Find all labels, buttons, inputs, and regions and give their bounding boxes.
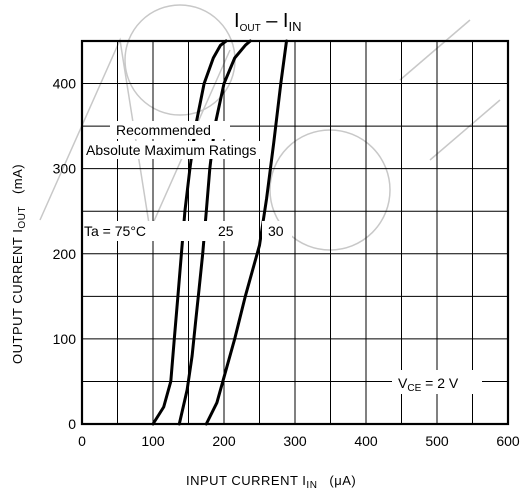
x-tick-label: 600 [496,433,520,449]
amr-label: Absolute Maximum Ratings [86,142,256,158]
series-line-3 [204,39,288,426]
y-tick-label: 100 [53,331,77,347]
x-tick-label: 300 [283,433,307,449]
x-tick-label: 200 [212,433,236,449]
vce-condition-label: VCE = 2 V [398,375,459,394]
x-tick-labels: 0 100 200 300 400 500 600 [78,433,520,449]
series-line-1 [151,39,228,426]
chart-title: IOUT – IIN [234,10,301,34]
x-tick-label: 500 [425,433,449,449]
y-tick-labels: 0 100 200 300 400 [53,76,77,432]
y-axis-label: OUTPUT CURRENT IOUT(mA) [10,164,28,364]
x-tick-label: 0 [78,433,86,449]
x-tick-label: 100 [141,433,165,449]
ta-30-label: 30 [268,223,284,239]
series-line-2 [177,39,252,426]
y-tick-label: 400 [53,76,77,92]
y-tick-label: 0 [68,416,76,432]
ta-75-label: Ta = 75°C [84,223,146,239]
y-tick-label: 300 [53,161,77,177]
curves [151,39,288,426]
x-tick-label: 400 [354,433,378,449]
y-tick-label: 200 [53,246,77,262]
x-axis-label: INPUT CURRENT IIN (μA) [186,473,356,490]
plot-frame [80,39,510,426]
recommended-label: Recommended [116,122,211,138]
ta-25-label: 25 [218,223,234,239]
